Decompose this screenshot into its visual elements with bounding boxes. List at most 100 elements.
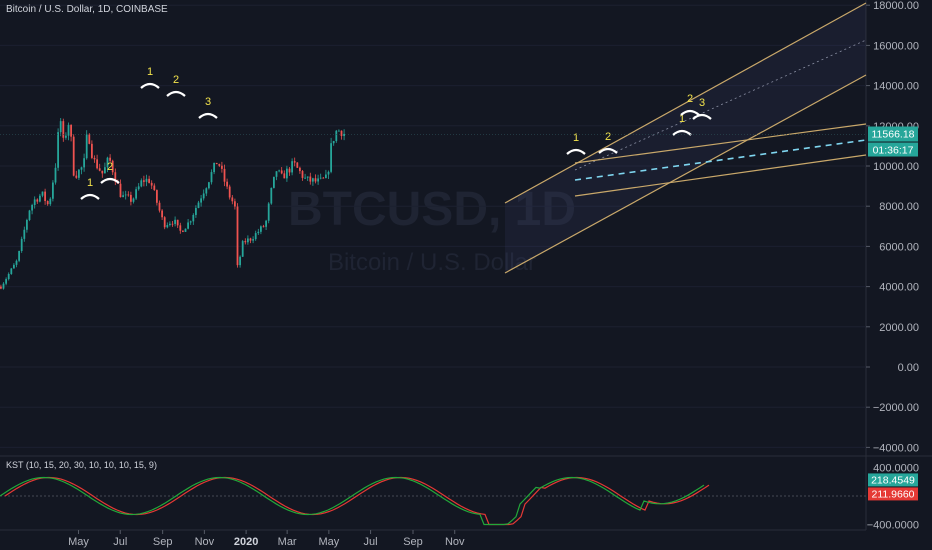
candle-body	[96, 159, 98, 169]
candle-body	[301, 171, 304, 178]
wave-label: 1	[679, 113, 685, 125]
price-tick-label: −2000.00	[873, 402, 919, 414]
candle-body	[124, 194, 127, 196]
candle-body	[5, 279, 7, 284]
candle-body	[2, 283, 5, 289]
candle-body	[322, 177, 325, 179]
candle-body	[135, 189, 137, 199]
candle-body	[202, 193, 205, 199]
candle-body	[156, 190, 158, 203]
candle-body	[312, 178, 314, 182]
candle-body	[278, 170, 280, 172]
candle-body	[205, 188, 208, 194]
candle-body	[179, 225, 182, 231]
flag-upper-line	[574, 123, 867, 164]
candle-body	[140, 180, 143, 187]
wave-label: 3	[205, 96, 211, 108]
price-tick-label: 16000.00	[873, 40, 919, 52]
candle-body	[317, 178, 319, 182]
last-price-badge	[868, 126, 918, 142]
candle-body	[234, 201, 236, 207]
candle-body	[213, 162, 215, 173]
time-axis[interactable]: May Jul Sep Nov 2020 Mar May Jul Sep Nov	[68, 530, 465, 548]
flag-lower-line	[574, 154, 867, 197]
candle-body	[148, 178, 150, 183]
candle-body	[46, 201, 49, 205]
candle-body	[49, 198, 52, 205]
price-tick-label: 2000.00	[879, 322, 919, 334]
candle-body	[244, 241, 247, 243]
time-tick-label: 2020	[234, 536, 258, 548]
price-tick-label: 6000.00	[879, 241, 919, 253]
candle-body	[78, 169, 80, 178]
candle-body	[174, 219, 176, 224]
candle-body	[132, 198, 135, 202]
time-tick-label: May	[318, 536, 339, 548]
candle-body	[187, 222, 189, 229]
pitchfork-fill	[505, 3, 866, 273]
candle-body	[67, 124, 70, 136]
time-tick-label: Sep	[153, 536, 173, 548]
channel-drawings	[504, 2, 867, 274]
channel-upper-line	[504, 2, 867, 204]
price-grid	[0, 4, 866, 448]
candle-body	[57, 132, 59, 168]
wave-arc	[672, 129, 692, 136]
price-tick-label: 14000.00	[873, 81, 919, 93]
candle-body	[52, 182, 54, 199]
signal-value-badge	[868, 487, 918, 501]
candle-body	[218, 164, 221, 166]
channel-median-line	[574, 39, 867, 171]
wave-label: 2	[687, 93, 693, 105]
kst-title[interactable]: KST (10, 15, 20, 30, 10, 10, 10, 15, 9)	[6, 460, 157, 470]
candle-body	[127, 194, 130, 196]
symbol-title[interactable]: Bitcoin / U.S. Dollar, 1D, COINBASE	[6, 4, 168, 15]
candle-body	[226, 181, 228, 187]
candle-body	[270, 187, 273, 204]
wave-label: 2	[605, 131, 611, 143]
candle-body	[104, 167, 106, 174]
candle-body	[182, 230, 184, 232]
kst-pane: 400.0000 −400.0000 218.4549 211.9660	[0, 462, 919, 532]
candle-body	[283, 173, 286, 179]
time-tick-label: Jul	[364, 536, 378, 548]
candle-body	[260, 226, 262, 232]
wave-arc	[598, 147, 618, 154]
candle-body	[340, 130, 343, 136]
candle-body	[23, 229, 26, 239]
candle-body	[59, 121, 62, 133]
candle-body	[304, 177, 306, 179]
candle-body	[163, 217, 166, 228]
candle-body	[335, 130, 338, 142]
candle-body	[39, 195, 41, 202]
candle-body	[15, 260, 18, 265]
watermark-ticker: BTCUSD, 1D	[288, 183, 576, 236]
wave-arc	[680, 109, 700, 116]
candle-body	[265, 220, 267, 227]
kst-tick-label: −400.0000	[867, 520, 919, 532]
candle-body	[192, 214, 195, 222]
candle-body	[80, 167, 83, 170]
candle-body	[189, 221, 192, 223]
candle-body	[247, 238, 249, 243]
candle-body	[54, 167, 57, 183]
wave-label: 1	[573, 132, 579, 144]
candle-body	[143, 180, 145, 182]
watermark-name: Bitcoin / U.S. Dollar	[328, 249, 536, 276]
candle-body	[288, 168, 291, 173]
wave-label: 1	[87, 177, 93, 189]
candle-body	[314, 178, 317, 182]
candle-body	[83, 158, 85, 168]
candle-body	[88, 134, 91, 144]
candle-body	[197, 202, 200, 208]
candle-body	[36, 199, 39, 202]
candle-body	[184, 228, 187, 232]
price-axis[interactable]: 18000.0016000.0014000.0012000.0010000.00…	[0, 0, 919, 454]
time-tick-label: Nov	[195, 536, 215, 548]
kst-value-label: 218.4549	[871, 474, 915, 486]
candle-body	[275, 171, 278, 177]
trend-dashed-line	[574, 139, 867, 181]
candle-body	[236, 206, 239, 266]
time-tick-label: Nov	[445, 536, 465, 548]
